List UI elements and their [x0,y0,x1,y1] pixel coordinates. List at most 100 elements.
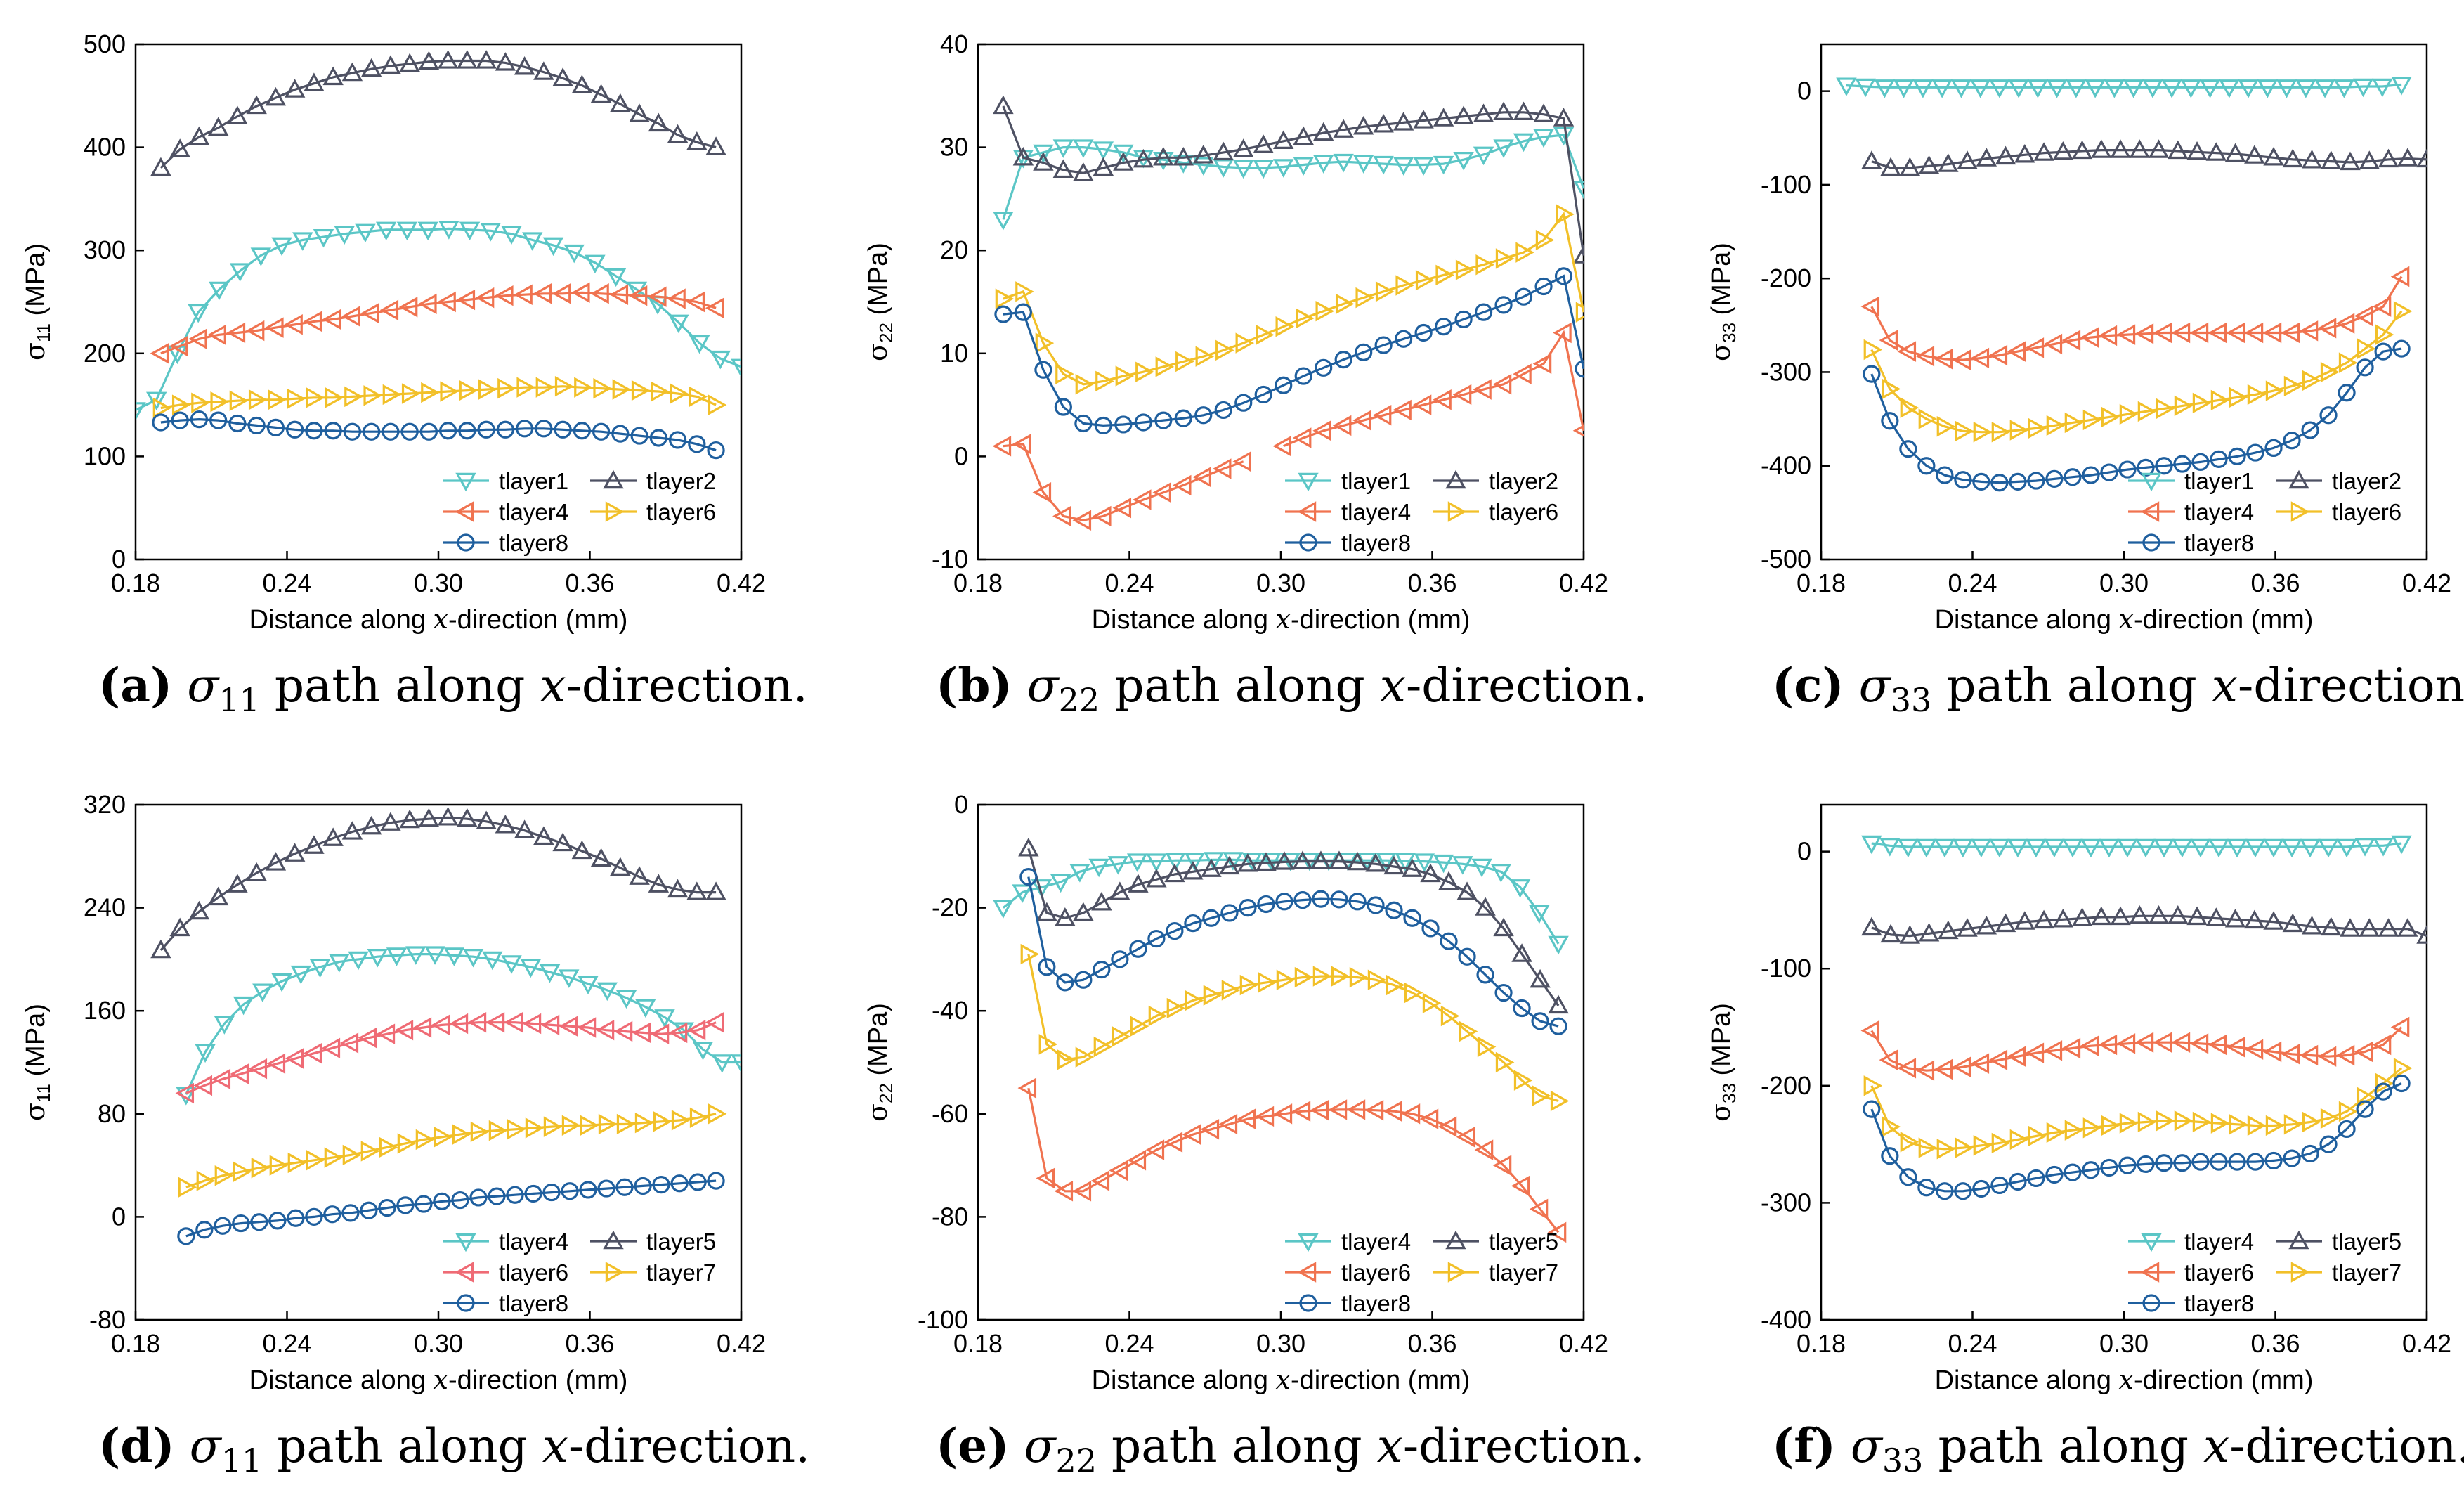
data-point-tlayer8 [689,1173,707,1191]
data-point-tlayer6 [1036,1167,1055,1189]
y-tick-label: 320 [84,790,126,819]
data-point-tlayer8 [2009,472,2027,491]
data-point-tlayer5 [1899,925,1921,944]
legend-marker-tlayer7 [1447,1262,1467,1283]
data-point-tlayer7 [634,1112,654,1134]
data-point-tlayer6 [577,1017,597,1038]
data-point-tlayer8 [1174,409,1192,427]
data-point-tlayer2 [265,86,287,106]
data-point-tlayer8 [1549,1017,1567,1035]
x-tick-label: 0.18 [111,1329,160,1358]
data-point-tlayer7 [1093,1036,1113,1058]
data-point-tlayer6 [1200,1119,1220,1140]
data-point-tlayer7 [1239,974,1259,996]
series-line-tlayer4 [1283,330,1584,448]
data-point-tlayer7 [178,1177,197,1198]
data-point-tlayer5 [1383,855,1404,875]
legend-label-tlayer1: tlayer1 [1341,468,1411,494]
data-point-tlayer8 [2356,1100,2374,1118]
y-tick-label: -400 [1761,451,1811,480]
data-point-tlayer8 [1315,358,1333,377]
data-point-tlayer4 [597,982,618,1002]
legend-label-tlayer6: tlayer6 [646,499,716,525]
panel-caption: (d) σ11 path along x-direction. [98,1418,810,1479]
data-point-tlayer4 [1509,879,1531,898]
data-point-tlayer1 [731,358,741,378]
data-point-tlayer6 [459,380,478,401]
data-point-tlayer2 [360,58,382,77]
data-point-tlayer6 [650,1023,670,1044]
data-point-tlayer8 [195,1221,214,1239]
data-point-tlayer7 [1495,1051,1515,1073]
data-point-tlayer8 [2210,450,2228,468]
legend-label-tlayer6: tlayer6 [1489,499,1558,525]
data-point-tlayer7 [488,1120,508,1141]
data-point-tlayer6 [1072,1181,1092,1202]
data-point-tlayer1 [1874,79,1896,98]
data-point-tlayer8 [1114,415,1133,434]
legend-marker-tlayer2 [1445,469,1466,489]
data-point-tlayer1 [522,232,543,251]
data-point-tlayer6 [1988,1049,2008,1070]
data-point-tlayer7 [1404,982,1423,1004]
data-point-tlayer4 [1126,853,1148,872]
panel-caption: (e) σ22 path along x-direction. [936,1418,1645,1479]
y-axis-label: σ33 (MPa) [1705,1003,1740,1122]
y-axis-label: σ33 (MPa) [1705,242,1740,361]
data-point-tlayer4 [731,1054,741,1073]
data-point-tlayer1 [1493,139,1514,158]
data-point-tlayer7 [598,1113,618,1135]
data-point-tlayer7 [507,1119,526,1140]
data-point-tlayer6 [382,384,402,406]
data-point-tlayer2 [1880,157,1901,176]
data-point-tlayer2 [1233,138,1254,157]
data-point-tlayer2 [705,136,726,155]
data-point-tlayer4 [2244,322,2264,344]
data-point-tlayer6 [2082,409,2102,431]
data-point-tlayer6 [1237,1108,1256,1129]
data-point-tlayer5 [590,848,612,867]
data-point-tlayer1 [689,335,710,354]
data-point-tlayer6 [193,1075,213,1096]
series-line-tlayer1 [1846,83,2402,89]
legend-label-tlayer4: tlayer4 [1341,499,1411,525]
data-point-tlayer6 [2192,392,2212,414]
series-line-tlayer6 [1027,1087,1560,1233]
legend-label-tlayer7: tlayer7 [2332,1259,2401,1285]
data-point-tlayer2 [2340,151,2361,171]
x-tick-label: 0.30 [2099,569,2149,597]
data-point-tlayer8 [1440,932,1458,950]
data-point-tlayer5 [495,815,516,834]
data-point-tlayer6 [449,1013,469,1035]
x-tick-label: 0.24 [1948,569,1997,597]
data-point-tlayer6 [1435,264,1454,286]
data-point-tlayer6 [2283,375,2303,397]
data-point-tlayer8 [305,1207,323,1226]
data-point-tlayer2 [1976,148,1997,167]
data-point-tlayer2 [648,112,670,132]
data-point-tlayer6 [1127,1150,1147,1171]
data-point-tlayer4 [1152,481,1172,503]
data-point-tlayer4 [1088,858,1109,878]
data-point-tlayer5 [1402,858,1423,877]
data-point-tlayer2 [1173,146,1194,166]
data-point-tlayer6 [1095,370,1114,392]
data-point-tlayer6 [2210,389,2230,411]
data-point-tlayer1 [1573,181,1584,200]
legend-label-tlayer8: tlayer8 [499,1290,568,1316]
data-point-tlayer6 [535,377,555,398]
data-point-tlayer6 [321,1037,341,1059]
legend-marker-tlayer4 [455,1233,476,1252]
data-point-tlayer8 [1214,401,1232,420]
data-point-tlayer4 [2061,330,2081,351]
data-point-tlayer7 [2320,1108,2340,1129]
data-point-tlayer1 [2295,79,2316,98]
data-point-tlayer5 [1347,851,1368,871]
data-point-tlayer6 [2153,1032,2172,1053]
data-point-tlayer4 [1352,410,1371,431]
data-point-tlayer1 [1413,157,1434,176]
data-point-tlayer7 [1148,1005,1168,1027]
data-point-tlayer6 [1115,365,1135,387]
data-point-tlayer4 [1376,852,1397,871]
data-point-tlayer7 [2064,1120,2084,1141]
